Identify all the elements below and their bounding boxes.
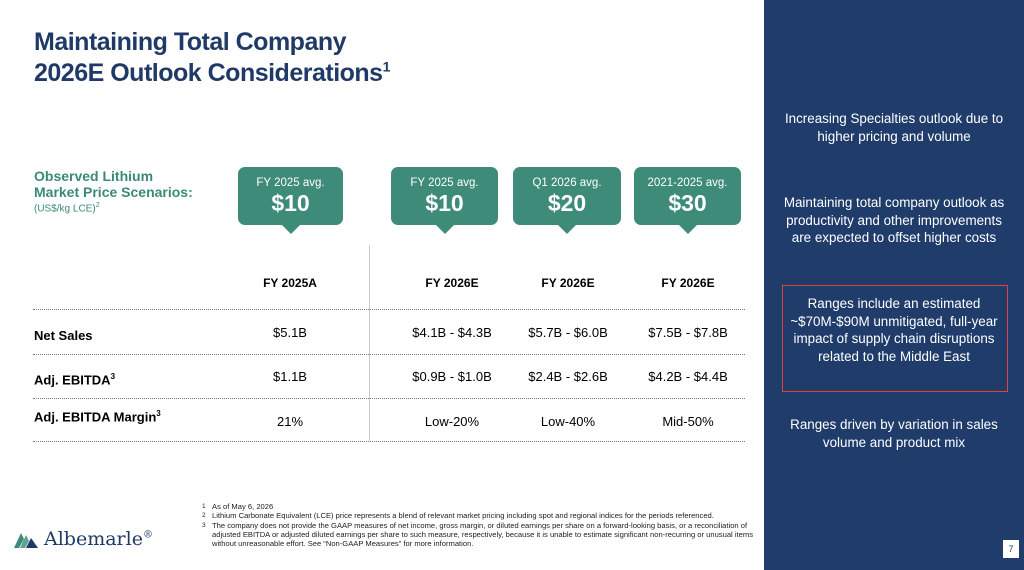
footnotes: 1 As of May 6, 2026 2 Lithium Carbonate Eq…	[202, 502, 762, 548]
footnote: 2 Lithium Carbonate Equivalent (LCE) pric…	[202, 511, 762, 520]
footnote-number: 1	[202, 503, 206, 510]
price-bubble-1: FY 2025 avg. $10	[238, 167, 343, 234]
footnote: 3 The company does not provide the GAAP m…	[202, 521, 762, 549]
table-cell: $4.2B - $4.4B	[648, 369, 728, 384]
panel-point: Increasing Specialties outlook due to hi…	[784, 111, 1004, 144]
table-cell: $5.7B - $6.0B	[528, 325, 608, 340]
key-points-panel: Increasing Specialties outlook due to hi…	[764, 0, 1024, 570]
column-header: FY 2026E	[661, 276, 715, 290]
row-label-text: Adj. EBITDA	[34, 372, 111, 388]
table-cell: $1.1B	[273, 369, 307, 384]
highlight-box	[782, 285, 1008, 392]
footnote-text: Lithium Carbonate Equivalent (LCE) price…	[212, 511, 714, 521]
title-footnote-mark: 1	[382, 58, 391, 75]
row-footnote-mark: 3	[156, 409, 161, 418]
table-cell: Mid-50%	[662, 414, 714, 429]
row-footnote-mark: 3	[110, 372, 116, 381]
table-cell: $5.1B	[273, 325, 307, 340]
footnote-number: 2	[202, 512, 206, 520]
scenarios-title-line-1: Observed Lithium	[34, 168, 154, 184]
row-label-adj-ebitda: Adj. EBITDA3	[34, 372, 115, 387]
footnote-number: 3	[202, 521, 206, 529]
column-divider	[369, 245, 370, 441]
price-bubble-value: $10	[271, 190, 310, 216]
albemarle-mark-icon	[14, 533, 38, 548]
scenarios-unit-footnote-mark: 2	[95, 202, 100, 209]
scenarios-title: Observed Lithium Market Price Scenarios:	[34, 168, 209, 200]
panel-point-highlighted: Ranges include an estimated ~$70M-$90M u…	[790, 296, 998, 364]
title-line-2: 2026E Outlook Considerations1	[34, 58, 390, 89]
table-cell: $0.9B - $1.0B	[412, 369, 492, 384]
logo-name: Albemarle	[44, 528, 143, 550]
panel-point: Maintaining total company outlook as pro…	[783, 195, 1005, 245]
price-bubble-2: FY 2025 avg. $10	[391, 167, 498, 234]
price-bubble-3: Q1 2026 avg. $20	[513, 167, 621, 234]
slide-title: Maintaining Total Company 2026E Outlook …	[34, 27, 390, 89]
footnote: 1 As of May 6, 2026	[202, 502, 762, 511]
table-cell: 21%	[276, 414, 304, 429]
company-logo: Albemarle®	[14, 528, 153, 550]
row-label-text: Adj. EBITDA Margin	[34, 409, 157, 425]
column-header: FY 2026E	[541, 276, 595, 290]
table-cell: $4.1B - $4.3B	[412, 325, 492, 340]
row-label-net-sales: Net Sales	[34, 328, 93, 343]
row-divider	[33, 441, 745, 442]
logo-wordmark: Albemarle®	[44, 528, 153, 550]
page-number: 7	[1003, 540, 1019, 558]
table-cell: $7.5B - $7.8B	[648, 325, 728, 340]
price-bubble-label: 2021-2025 avg.	[647, 177, 728, 189]
row-label-text: Net Sales	[34, 328, 93, 343]
registered-mark: ®	[142, 529, 153, 541]
table-cell: Low-40%	[540, 414, 596, 429]
price-bubble-label: FY 2025 avg.	[256, 177, 325, 189]
footnote-text: As of May 6, 2026	[212, 502, 274, 511]
row-divider	[33, 354, 745, 355]
row-divider	[33, 398, 745, 399]
price-scenarios-label: Observed Lithium Market Price Scenarios:…	[34, 168, 209, 214]
row-divider	[33, 309, 745, 310]
price-bubble-value: $10	[425, 190, 464, 216]
table-cell: $2.4B - $2.6B	[528, 369, 608, 384]
price-bubble-label: FY 2025 avg.	[410, 177, 479, 189]
price-bubble-label: Q1 2026 avg.	[532, 177, 602, 189]
row-label-adj-ebitda-margin: Adj. EBITDA Margin3	[34, 409, 161, 424]
column-header: FY 2025A	[263, 276, 317, 290]
scenarios-unit: (US$/kg LCE)2	[34, 202, 209, 214]
title-line-1: Maintaining Total Company	[34, 28, 347, 56]
price-bubble-value: $30	[668, 190, 707, 216]
footnote-text: The company does not provide the GAAP me…	[212, 520, 753, 549]
scenarios-title-line-2: Market Price Scenarios:	[34, 184, 193, 200]
price-bubble-4: 2021-2025 avg. $30	[634, 167, 741, 234]
table-cell: Low-20%	[424, 414, 480, 429]
scenarios-unit-text: (US$/kg LCE)	[34, 203, 96, 215]
panel-point: Ranges driven by variation in sales volu…	[790, 417, 998, 450]
column-header: FY 2026E	[425, 276, 479, 290]
title-line-2-text: 2026E Outlook Considerations	[34, 59, 383, 87]
price-bubble-value: $20	[547, 190, 587, 216]
